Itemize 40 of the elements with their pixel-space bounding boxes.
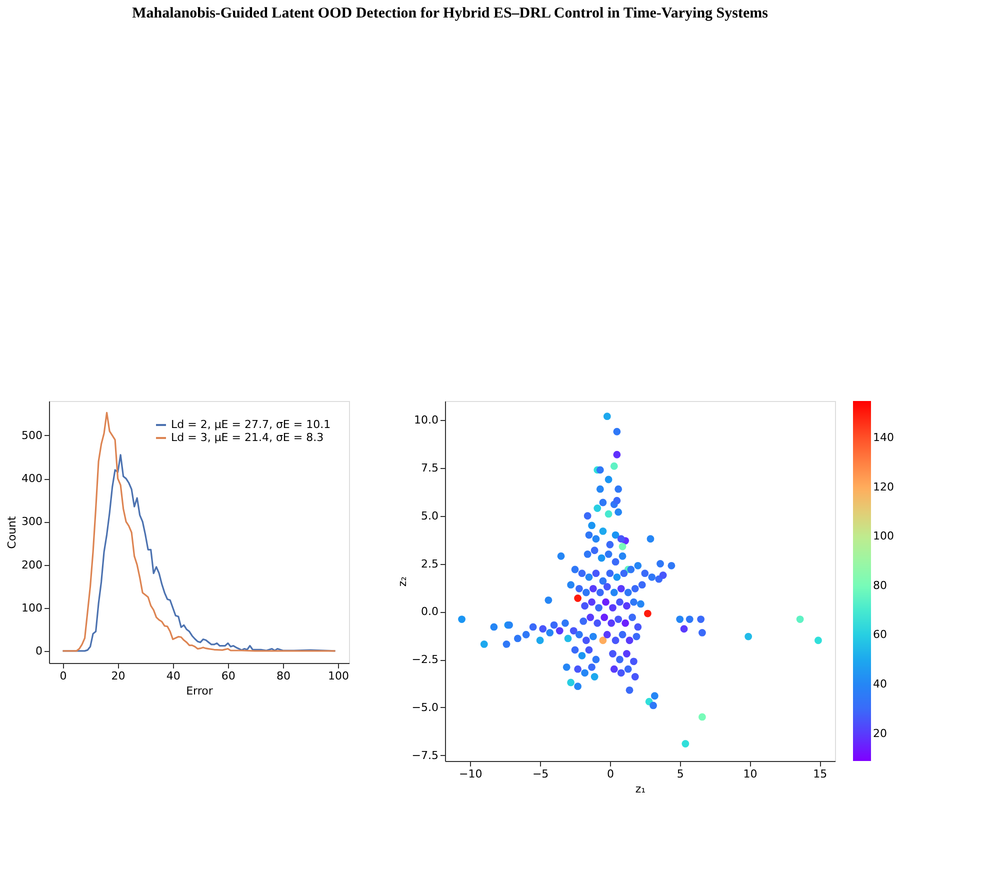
x-tick-label: −10 — [459, 768, 482, 780]
x-tick-label: 5 — [676, 768, 684, 780]
x-axis-title: z₁ — [635, 782, 646, 796]
x-axis-title: Error — [186, 684, 214, 698]
legend-label: Ld = 3, μE = 21.4, σE = 8.3 — [171, 431, 324, 444]
legend-label: Ld = 2, μE = 27.7, σE = 10.1 — [171, 418, 331, 431]
color-bar-label: 60 — [873, 628, 887, 642]
color-bar-label: 140 — [873, 430, 894, 444]
x-tick-label: 40 — [166, 670, 180, 682]
color-bar-label: 20 — [873, 726, 887, 740]
color-bar-label: 100 — [873, 530, 894, 543]
y-tick-label: 10.0 — [414, 414, 438, 427]
color-bar-label: 80 — [873, 578, 887, 592]
y-tick-label: 400 — [22, 472, 42, 486]
y-tick-label: 0 — [36, 644, 42, 658]
x-tick-label: 20 — [111, 670, 126, 682]
x-tick-label: 60 — [221, 670, 236, 682]
color-bar-label: 120 — [873, 480, 894, 494]
x-tick-label: 80 — [276, 670, 290, 682]
y-tick-label: −2.5 — [412, 653, 438, 666]
y-tick-label: 0.0 — [421, 605, 438, 618]
y-axis-title: z₂ — [396, 576, 409, 587]
y-tick-label: 100 — [22, 601, 42, 614]
y-tick-label: −7.5 — [412, 748, 438, 762]
x-tick-label: 0 — [606, 768, 614, 780]
x-tick-label: −5 — [532, 768, 549, 780]
y-tick-label: 300 — [22, 515, 42, 528]
line-series — [62, 412, 336, 652]
y-tick-label: 5.0 — [421, 509, 438, 522]
y-tick-label: 200 — [22, 558, 42, 572]
y-tick-label: 500 — [22, 428, 42, 442]
x-tick-label: 0 — [60, 670, 67, 682]
x-tick-label: 10 — [743, 768, 758, 780]
y-tick-label: 2.5 — [421, 557, 438, 570]
x-tick-label: 15 — [813, 768, 828, 780]
y-tick-label: 7.5 — [421, 462, 438, 475]
y-tick-label: −5.0 — [412, 700, 438, 714]
x-tick-label: 100 — [328, 670, 349, 682]
y-axis-title: Count — [6, 515, 19, 549]
text: Mahalanobis-Guided Latent OOD Detection for Hybrid ES–DRL Control in Time-Varying Systems — [132, 6, 768, 22]
